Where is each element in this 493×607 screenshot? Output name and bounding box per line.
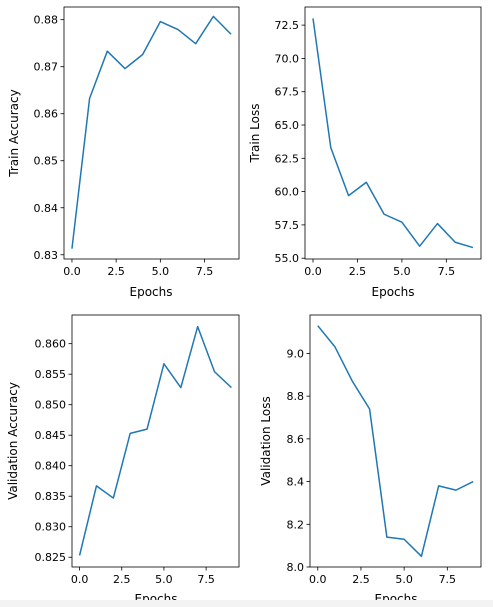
- y-tick-label: 0.830: [35, 521, 67, 534]
- y-tick-label: 72.5: [275, 19, 300, 32]
- y-tick-label: 62.5: [275, 152, 300, 165]
- y-tick-label: 67.5: [275, 86, 300, 99]
- train-loss-panel: 55.0 57.5 60.0 62.5 65.0 67.5 70.0 72.5 0.0 2.5 5…: [248, 6, 482, 299]
- data-line: [78, 325, 232, 556]
- series-line: [71, 15, 232, 249]
- y-tick-label: 0.88: [34, 14, 59, 27]
- x-tick-label: 7.5: [196, 265, 214, 278]
- axes-frame: [304, 6, 482, 260]
- y-tick-label: 0.840: [35, 460, 67, 473]
- y-ticks: 8.0 8.2 8.4 8.6 8.8 9.0: [287, 347, 310, 574]
- y-tick-label: 8.6: [287, 433, 305, 446]
- y-tick-label: 0.825: [35, 551, 67, 564]
- x-tick-label: 7.5: [438, 265, 456, 278]
- y-tick-label: 57.5: [275, 219, 300, 232]
- x-tick-label: 5.0: [155, 573, 173, 586]
- x-axis-label: Epochs: [130, 285, 173, 299]
- y-tick-label: 0.860: [35, 338, 67, 351]
- x-tick-label: 2.5: [352, 573, 370, 586]
- y-tick-label: 0.85: [34, 155, 59, 168]
- validation-loss-panel: 8.0 8.2 8.4 8.6 8.8 9.0 0.0 2.5 5.0 7.5 Epochs V…: [259, 314, 482, 600]
- x-tick-label: 0.0: [309, 573, 327, 586]
- y-tick-label: 8.4: [287, 476, 305, 489]
- series-line: [317, 325, 474, 558]
- x-ticks: 0.0 2.5 5.0 7.5: [304, 259, 455, 278]
- x-tick-label: 5.0: [395, 573, 413, 586]
- x-tick-label: 0.0: [304, 265, 322, 278]
- y-axis-label: Train Accuracy: [7, 89, 21, 177]
- x-tick-label: 2.5: [107, 265, 125, 278]
- data-line: [317, 325, 474, 558]
- y-ticks: 0.825 0.830 0.835 0.840 0.845 0.850 0.855 0.860: [35, 338, 72, 564]
- x-ticks: 0.0 2.5 5.0 7.5: [71, 567, 215, 586]
- series-line: [78, 325, 232, 556]
- y-tick-label: 65.0: [275, 119, 300, 132]
- x-tick-label: 0.0: [63, 265, 81, 278]
- x-tick-label: 0.0: [71, 573, 89, 586]
- bottom-scroll-strip: [0, 600, 493, 607]
- axes-frame: [309, 314, 482, 568]
- x-axis-label: Epochs: [375, 592, 418, 600]
- train-accuracy-panel: 0.83 0.84 0.85 0.86 0.87 0.88 0.0 2.5 5.0 7.5 Ep…: [7, 6, 240, 299]
- x-tick-label: 7.5: [439, 573, 457, 586]
- y-ticks: 0.83 0.84 0.85 0.86 0.87 0.88: [34, 14, 64, 262]
- x-axis-label: Epochs: [372, 285, 415, 299]
- y-ticks: 55.0 57.5 60.0 62.5 65.0 67.5 70.0 72.5: [275, 19, 305, 265]
- y-tick-label: 8.2: [287, 518, 305, 531]
- axes-frame: [71, 314, 240, 568]
- y-tick-label: 0.83: [34, 249, 59, 262]
- y-tick-label: 0.84: [34, 202, 59, 215]
- y-tick-label: 8.0: [287, 561, 305, 574]
- x-ticks: 0.0 2.5 5.0 7.5: [309, 567, 456, 586]
- x-tick-label: 2.5: [113, 573, 131, 586]
- y-tick-label: 0.855: [35, 368, 67, 381]
- y-axis-label: Validation Accuracy: [6, 382, 20, 500]
- axes-frame: [63, 6, 240, 260]
- x-tick-label: 7.5: [197, 573, 215, 586]
- y-tick-label: 60.0: [275, 186, 300, 199]
- y-tick-label: 55.0: [275, 252, 300, 265]
- data-line: [71, 15, 232, 249]
- x-ticks: 0.0 2.5 5.0 7.5: [63, 259, 213, 278]
- y-tick-label: 8.8: [287, 390, 305, 403]
- y-tick-label: 0.87: [34, 61, 59, 74]
- y-tick-label: 0.835: [35, 490, 67, 503]
- y-axis-label: Train Loss: [248, 104, 262, 164]
- y-tick-label: 70.0: [275, 52, 300, 65]
- y-tick-label: 0.86: [34, 108, 59, 121]
- data-line: [312, 18, 474, 249]
- y-axis-label: Validation Loss: [259, 396, 273, 485]
- x-tick-label: 5.0: [152, 265, 170, 278]
- x-axis-label: Epochs: [135, 592, 178, 600]
- x-tick-label: 2.5: [349, 265, 367, 278]
- x-tick-label: 5.0: [393, 265, 411, 278]
- validation-accuracy-panel: 0.825 0.830 0.835 0.840 0.845 0.850 0.855 0.860…: [6, 314, 240, 600]
- y-tick-label: 9.0: [287, 347, 305, 360]
- y-tick-label: 0.845: [35, 429, 67, 442]
- series-line: [312, 18, 474, 249]
- y-tick-label: 0.850: [35, 399, 67, 412]
